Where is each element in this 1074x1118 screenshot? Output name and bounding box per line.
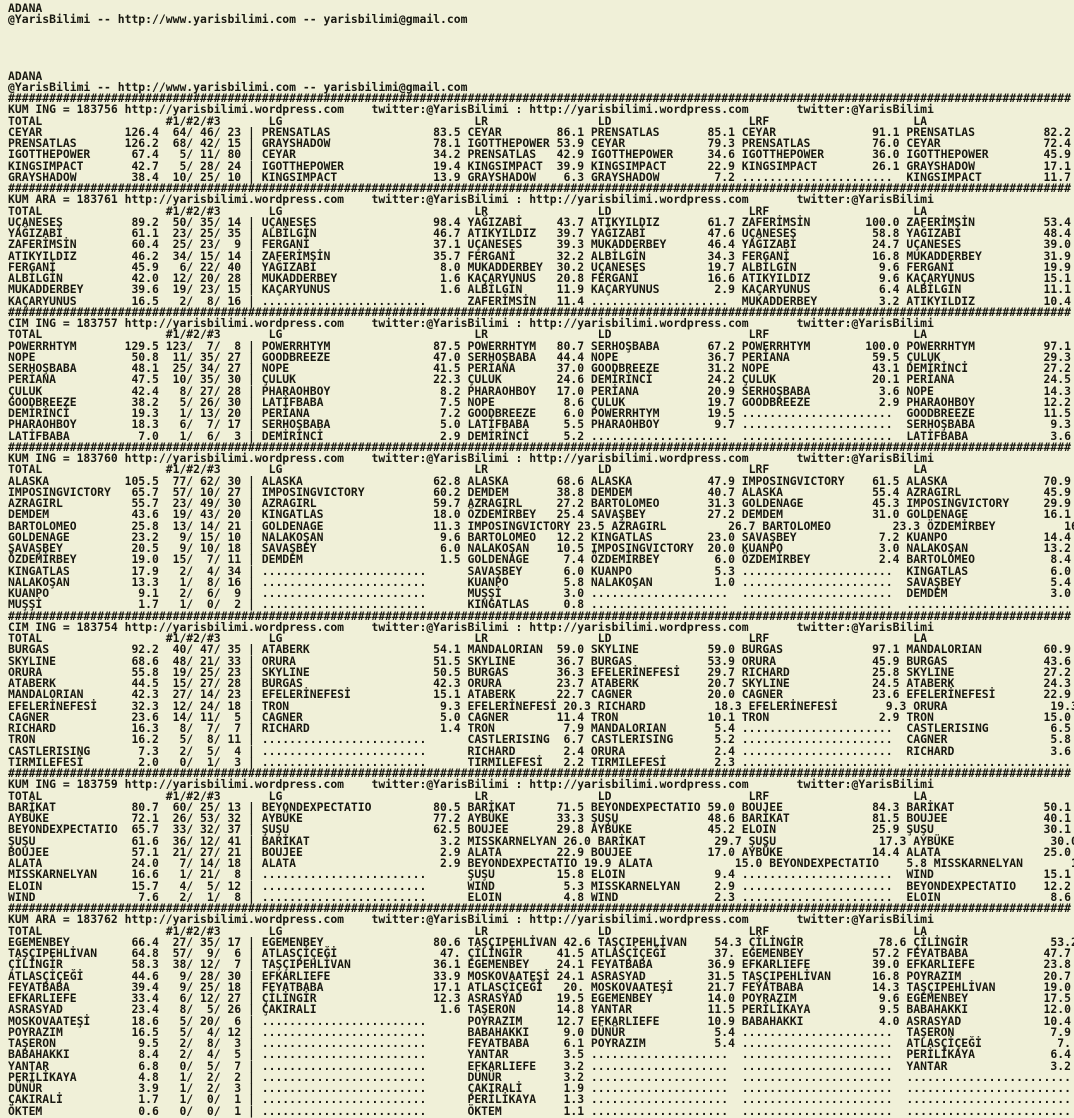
track-name-repeat: ADANA — [8, 68, 43, 83]
section-183754: ########################################… — [8, 608, 1074, 769]
section-183761: ########################################… — [8, 181, 1071, 308]
report-header-block: ADANA @YarisBilimi -- http://www.yarisbi… — [8, 1, 1074, 94]
track-name: ADANA — [8, 1, 43, 15]
section-183759: ########################################… — [8, 766, 1074, 904]
byline-text: @YarisBilimi -- http://www.yarisbilimi.c… — [8, 12, 468, 27]
section-183762: ########################################… — [8, 901, 1074, 1118]
section-183757: ########################################… — [8, 304, 1071, 443]
section-183756: ########################################… — [8, 91, 1071, 184]
section-183760: ########################################… — [8, 439, 1074, 612]
byline-text-repeat: @YarisBilimi -- http://www.yarisbilimi.c… — [8, 79, 468, 94]
report-sections: ########################################… — [8, 91, 1074, 1118]
